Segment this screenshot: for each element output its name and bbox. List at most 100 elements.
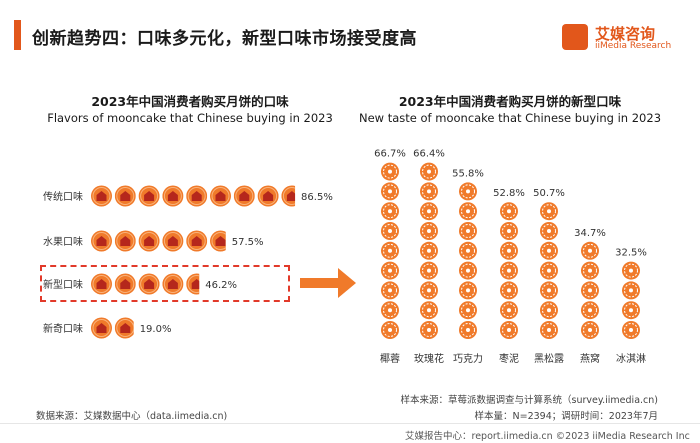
mooncake-mark <box>186 185 208 207</box>
right-value-label: 52.8% <box>493 188 525 199</box>
mooncake-mark <box>114 185 136 207</box>
left-value-label: 57.5% <box>232 237 264 248</box>
mooncake-mark <box>420 222 438 240</box>
mooncake-mark <box>540 261 558 280</box>
mooncake-mark <box>459 281 477 300</box>
mooncake-mark <box>581 261 599 280</box>
mooncake-mark <box>420 162 438 181</box>
mooncake-mark <box>500 281 518 300</box>
mooncake-mark <box>420 321 438 339</box>
mooncake-mark <box>210 230 226 252</box>
mooncake-mark <box>91 273 112 295</box>
right-value-label: 66.4% <box>413 149 445 160</box>
right-chart-title: 2023年中国消费者购买月饼的新型口味 <box>398 94 622 109</box>
mooncake-mark <box>381 162 399 181</box>
brand-logo: 艾媒咨询 iiMedia Research <box>562 22 692 54</box>
mooncake-mark <box>459 182 477 201</box>
mooncake-mark <box>114 317 134 339</box>
mooncake-mark <box>420 281 438 300</box>
mooncake-mark <box>500 261 518 280</box>
logo-text-en: iiMedia Research <box>595 41 672 51</box>
right-value-label: 66.7% <box>374 149 406 160</box>
left-category-label: 新型口味 <box>43 278 83 291</box>
right-category-label: 燕窝 <box>580 352 600 365</box>
mooncake-mark <box>500 301 518 320</box>
left-category-label: 传统口味 <box>43 190 83 203</box>
page-title: 创新趋势四：口味多元化，新型口味市场接受度高 <box>32 29 417 49</box>
left-value-label: 19.0% <box>140 324 172 335</box>
mooncake-mark <box>381 281 399 300</box>
left-category-label: 新奇口味 <box>43 322 83 335</box>
mooncake-mark <box>622 301 640 320</box>
mooncake-mark <box>500 321 518 339</box>
mooncake-mark <box>420 241 438 260</box>
mooncake-mark <box>459 222 477 240</box>
mooncake-mark <box>540 202 558 221</box>
mooncake-mark <box>114 273 136 295</box>
mooncake-mark <box>540 222 558 240</box>
mooncake-mark <box>381 222 399 240</box>
footer-text: 艾媒报告中心：report.iimedia.cn ©2023 iiMedia R… <box>405 431 690 442</box>
mooncake-mark <box>138 273 160 295</box>
left-chart-title: 2023年中国消费者购买月饼的口味 <box>91 94 289 109</box>
data-source-note: 数据来源：艾媒数据中心（data.iimedia.cn) <box>36 411 228 422</box>
mooncake-mark <box>138 230 160 252</box>
mooncake-mark <box>420 261 438 280</box>
right-value-label: 34.7% <box>574 228 606 239</box>
mooncake-mark <box>233 185 255 207</box>
mooncake-mark <box>540 281 558 300</box>
right-category-label: 黑松露 <box>534 352 564 365</box>
mooncake-mark <box>381 321 399 339</box>
mooncake-mark <box>91 317 112 339</box>
right-value-label: 55.8% <box>452 168 484 179</box>
mooncake-mark <box>459 202 477 221</box>
left-chart-subtitle: Flavors of mooncake that Chinese buying … <box>47 111 333 125</box>
mooncake-mark <box>622 261 640 280</box>
left-category-label: 水果口味 <box>43 236 83 248</box>
mooncake-mark <box>162 230 184 252</box>
mooncake-mark <box>210 185 231 207</box>
mooncake-mark <box>91 185 112 207</box>
mooncake-mark <box>459 261 477 280</box>
sample-source-note: 样本来源：草莓派数据调查与计算系统（survey.iimedia.cn) <box>400 395 658 406</box>
right-category-label: 椰蓉 <box>380 352 400 365</box>
mooncake-mark <box>459 241 477 260</box>
left-value-label: 46.2% <box>205 280 237 291</box>
mooncake-mark <box>381 261 399 280</box>
mooncake-mark <box>420 182 438 201</box>
mooncake-mark <box>281 185 296 207</box>
mooncake-mark <box>381 301 399 320</box>
left-value-label: 86.5% <box>301 192 333 203</box>
mooncake-mark <box>186 230 208 252</box>
mooncake-mark <box>459 321 477 339</box>
sample-size-note: 样本量：N=2394；调研时间：2023年7月 <box>474 411 658 422</box>
right-value-label: 32.5% <box>615 248 647 259</box>
right-chart-subtitle: New taste of mooncake that Chinese buyin… <box>358 111 662 125</box>
right-value-label: 50.7% <box>533 188 565 199</box>
mooncake-mark <box>162 185 184 207</box>
mooncake-mark <box>381 182 399 201</box>
footer-divider <box>0 423 700 424</box>
mooncake-mark <box>581 281 599 300</box>
mooncake-mark <box>581 321 599 339</box>
right-category-label: 枣泥 <box>499 352 519 365</box>
mooncake-mark <box>420 301 438 320</box>
highlight-box <box>40 265 290 302</box>
mooncake-mark <box>622 321 640 339</box>
right-category-label: 冰淇淋 <box>616 352 646 365</box>
mooncake-mark <box>581 301 599 320</box>
mooncake-mark <box>500 241 518 260</box>
mooncake-mark <box>459 301 477 320</box>
logo-mark-icon <box>562 24 588 50</box>
mooncake-mark <box>91 230 112 252</box>
mooncake-mark <box>114 230 136 252</box>
mooncake-mark <box>420 202 438 221</box>
mooncake-mark <box>540 321 558 339</box>
mooncake-mark <box>622 281 640 300</box>
mooncake-mark <box>381 202 399 221</box>
mooncake-mark <box>540 301 558 320</box>
mooncake-mark <box>581 241 599 260</box>
